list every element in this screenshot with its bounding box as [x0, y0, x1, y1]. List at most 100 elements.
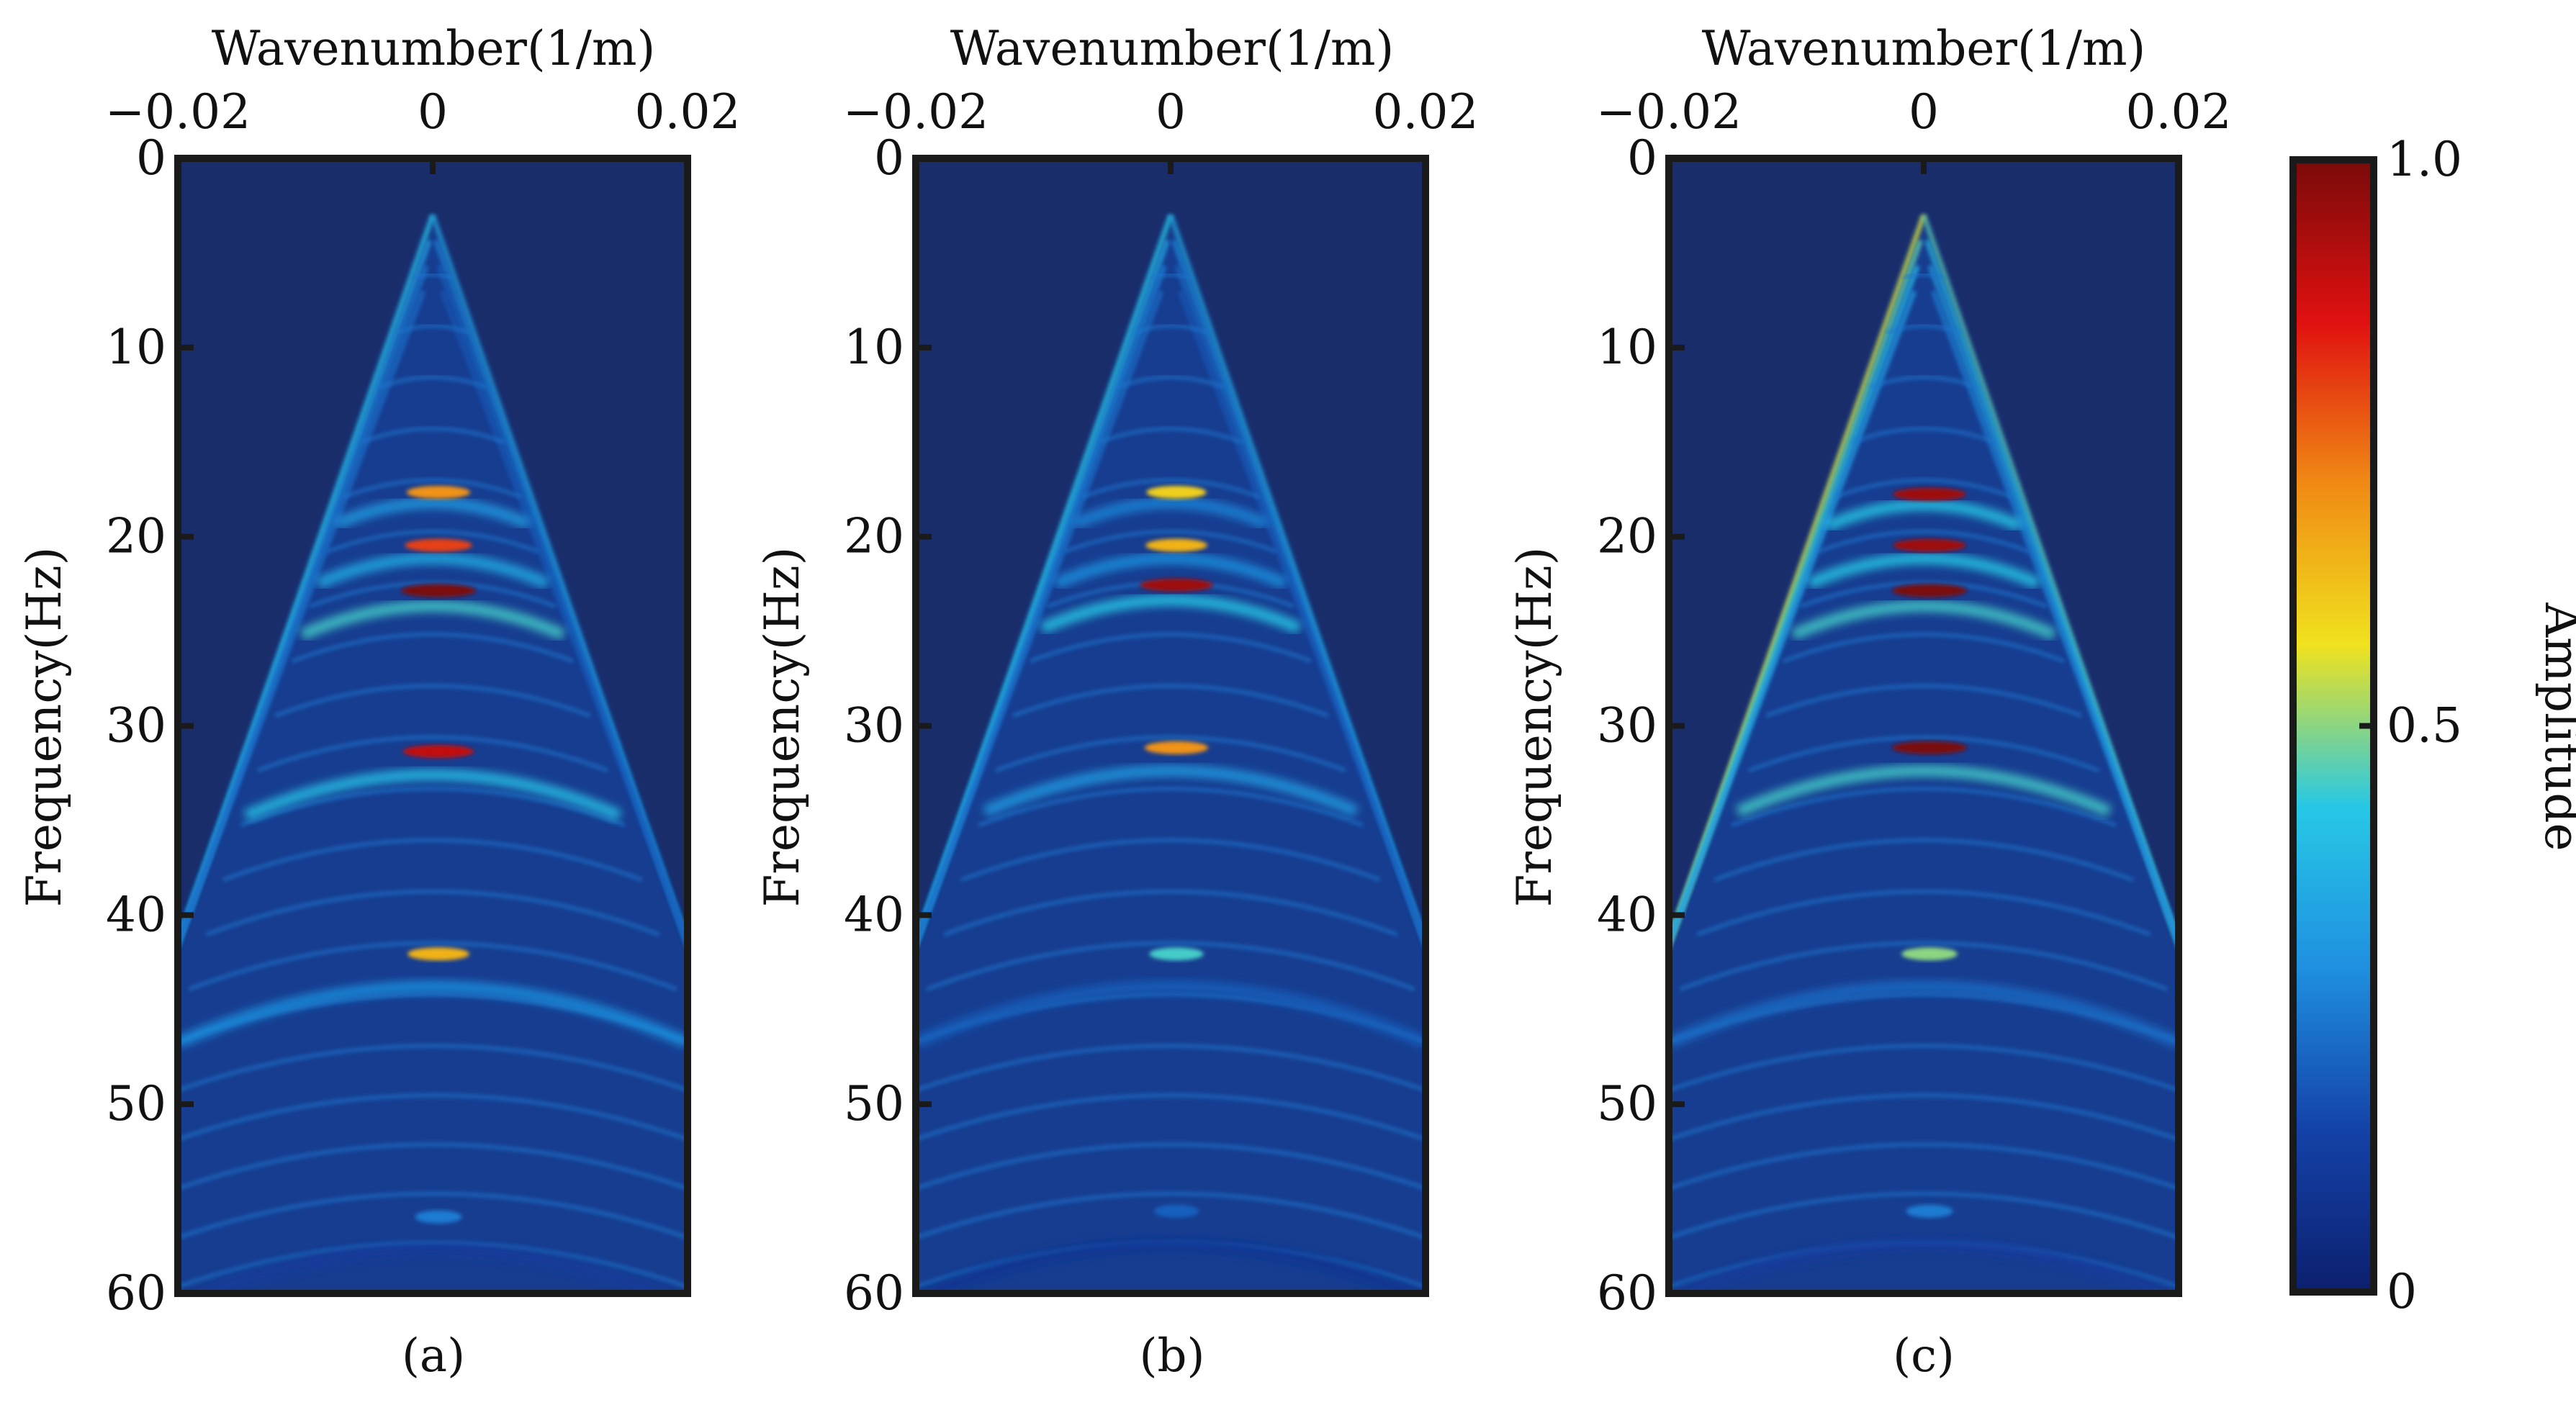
background-arc — [205, 890, 660, 936]
peak-arc-glow — [1669, 980, 2179, 1049]
background-arc — [178, 1142, 688, 1191]
colorbar-tick-label: 0 — [2387, 1264, 2417, 1319]
y-tick-label: 30 — [1597, 698, 1657, 754]
peak-highlight — [1153, 1204, 1199, 1218]
peak-highlight — [1146, 485, 1207, 499]
panel-a-heatmap — [178, 158, 688, 1293]
x-tick-label: 0.02 — [635, 84, 741, 140]
background-arc — [1669, 1044, 2179, 1093]
colorbar: 0 0.5 1.0 Amplitude — [2289, 132, 2576, 1319]
panel-b-heatmap — [916, 158, 1426, 1293]
background-arc — [1782, 633, 2066, 663]
x-tick-label: −0.02 — [1596, 84, 1742, 140]
background-arc — [926, 941, 1415, 991]
peak-highlight — [1901, 947, 1958, 961]
y-tick-label: 20 — [106, 509, 166, 564]
cone-edge-right — [1930, 290, 2179, 951]
colorbar-tick-label: 0.5 — [2387, 698, 2462, 754]
peak-arc-glow — [300, 600, 566, 641]
background-arc — [916, 1044, 1426, 1093]
panel-c-ylabel: Frequency(Hz) — [1507, 547, 1562, 908]
background-arc — [1765, 684, 2082, 718]
background-arc — [943, 890, 1398, 936]
peak-highlight — [1892, 584, 1967, 597]
background-arc — [395, 324, 471, 335]
background-arc — [1669, 1191, 2179, 1240]
cone-edge-left — [1669, 290, 1917, 951]
background-arc — [360, 427, 505, 444]
background-arc — [1903, 272, 1945, 280]
panel-c-label: (c) — [1893, 1329, 1955, 1383]
x-tick-label: −0.02 — [105, 84, 251, 140]
x-tick-label: 0.02 — [2126, 84, 2232, 140]
peak-highlight — [401, 584, 476, 597]
x-tick-label: 0 — [1156, 84, 1186, 140]
background-arc — [1851, 427, 1996, 444]
background-arc — [1132, 324, 1209, 335]
peak-arc-glow — [983, 764, 1359, 817]
background-arc — [960, 838, 1381, 882]
background-arc — [1063, 530, 1278, 554]
background-arc — [343, 478, 523, 499]
colorbar-tick-label: 1.0 — [2387, 132, 2462, 187]
peak-highlight — [1892, 741, 1967, 754]
peak-arc-glow — [1824, 499, 2023, 532]
background-arc — [1816, 530, 2031, 554]
y-tick-label: 10 — [844, 320, 904, 375]
background-arc — [188, 941, 677, 991]
y-tick-label: 30 — [844, 698, 904, 754]
background-arc — [1679, 941, 2169, 991]
background-arc — [916, 1093, 1426, 1142]
background-arc — [1081, 478, 1261, 499]
y-tick-label: 50 — [1597, 1076, 1657, 1131]
background-arc — [1731, 787, 2117, 827]
x-tick-label: −0.02 — [843, 84, 988, 140]
background-arc — [1150, 272, 1192, 280]
background-arc — [1029, 633, 1312, 663]
peak-highlight — [1893, 487, 1966, 501]
peak-arc-glow — [1053, 552, 1288, 589]
y-tick-label: 0 — [874, 130, 904, 186]
background-arc — [1868, 375, 1979, 389]
peak-arc-glow — [917, 1238, 1425, 1293]
background-arc — [978, 787, 1364, 827]
peak-arc-glow — [315, 552, 550, 589]
background-arc — [1115, 375, 1226, 389]
background-arc — [178, 1191, 688, 1240]
y-tick-label: 20 — [1597, 509, 1657, 564]
x-tick-label: 0 — [1909, 84, 1939, 140]
panel-b-label: (b) — [1140, 1329, 1205, 1383]
background-arc — [377, 375, 488, 389]
peak-highlight — [1140, 578, 1213, 592]
background-arc — [916, 1142, 1426, 1191]
background-arc — [178, 1093, 688, 1142]
peak-arc-glow — [334, 497, 531, 530]
background-arc — [178, 1044, 688, 1093]
peak-highlight — [1893, 538, 1966, 552]
y-tick-label: 10 — [1597, 320, 1657, 375]
peak-highlight — [1144, 741, 1209, 754]
background-arc — [916, 1191, 1426, 1240]
colorbar-ticks: 0 0.5 1.0 — [2359, 132, 2462, 1319]
colorbar-label: Amplitude — [2534, 602, 2576, 851]
cone-edge-left — [178, 290, 426, 951]
y-tick-label: 0 — [136, 130, 166, 186]
x-tick-label: 0.02 — [1373, 84, 1479, 140]
peak-arc-glow — [1072, 497, 1269, 530]
x-tick-label: 0 — [418, 84, 448, 140]
peak-arc-glow — [1806, 552, 2041, 589]
cone-edge-right — [1177, 290, 1426, 951]
background-arc — [1834, 478, 2014, 499]
background-arc — [222, 838, 643, 882]
background-arc — [1886, 324, 1962, 335]
background-arc — [1669, 1142, 2179, 1191]
y-tick-label: 10 — [106, 320, 166, 375]
y-tick-label: 20 — [844, 509, 904, 564]
panel-a-ylabel: Frequency(Hz) — [17, 547, 72, 908]
peak-arc-glow — [178, 980, 688, 1049]
